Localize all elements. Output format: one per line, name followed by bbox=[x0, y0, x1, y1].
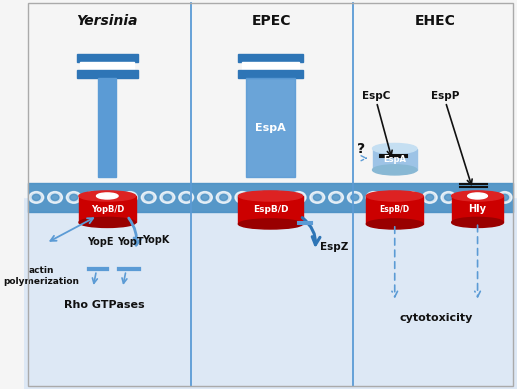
Circle shape bbox=[482, 194, 490, 201]
Circle shape bbox=[197, 191, 212, 203]
Circle shape bbox=[220, 194, 227, 201]
Text: EspA: EspA bbox=[255, 123, 286, 133]
Text: YopK: YopK bbox=[142, 235, 170, 245]
Circle shape bbox=[182, 194, 190, 201]
Circle shape bbox=[329, 191, 343, 203]
Circle shape bbox=[347, 191, 362, 203]
Text: EspA: EspA bbox=[383, 155, 406, 164]
Bar bbox=[24, 0, 517, 198]
Circle shape bbox=[479, 191, 493, 203]
Circle shape bbox=[351, 194, 359, 201]
Bar bbox=[246, 78, 295, 177]
Circle shape bbox=[126, 194, 134, 201]
Text: cytotoxicity: cytotoxicity bbox=[400, 313, 473, 323]
Text: YopT: YopT bbox=[117, 237, 143, 247]
Circle shape bbox=[407, 194, 415, 201]
Text: ?: ? bbox=[357, 142, 365, 156]
Bar bbox=[79, 196, 135, 223]
Circle shape bbox=[108, 194, 115, 201]
Circle shape bbox=[370, 194, 377, 201]
Circle shape bbox=[272, 191, 287, 203]
Circle shape bbox=[460, 191, 475, 203]
Circle shape bbox=[235, 191, 250, 203]
Circle shape bbox=[141, 191, 156, 203]
Circle shape bbox=[366, 191, 381, 203]
Circle shape bbox=[104, 191, 118, 203]
Circle shape bbox=[313, 194, 321, 201]
Ellipse shape bbox=[373, 144, 417, 154]
Circle shape bbox=[385, 191, 400, 203]
Ellipse shape bbox=[367, 191, 423, 201]
Bar bbox=[238, 196, 302, 224]
Circle shape bbox=[441, 191, 456, 203]
Bar bbox=[373, 149, 417, 170]
Text: EspZ: EspZ bbox=[320, 242, 348, 252]
Ellipse shape bbox=[238, 219, 302, 229]
Circle shape bbox=[291, 191, 306, 203]
Text: YopB/D: YopB/D bbox=[90, 205, 124, 214]
Ellipse shape bbox=[452, 191, 504, 201]
Ellipse shape bbox=[97, 193, 118, 199]
Circle shape bbox=[445, 194, 452, 201]
Circle shape bbox=[70, 194, 78, 201]
Bar bbox=[80, 62, 134, 70]
Circle shape bbox=[33, 194, 40, 201]
Circle shape bbox=[66, 191, 81, 203]
Bar bbox=[242, 62, 299, 70]
Text: Hly: Hly bbox=[468, 204, 486, 214]
Bar bbox=[452, 196, 504, 223]
Circle shape bbox=[201, 194, 209, 201]
Text: Rho GTPases: Rho GTPases bbox=[64, 300, 144, 310]
Circle shape bbox=[388, 194, 396, 201]
Text: actin
polymerization: actin polymerization bbox=[3, 266, 79, 286]
Text: EPEC: EPEC bbox=[252, 14, 292, 28]
Ellipse shape bbox=[79, 217, 135, 228]
Text: EspP: EspP bbox=[431, 91, 460, 101]
Ellipse shape bbox=[238, 191, 302, 201]
Bar bbox=[367, 196, 423, 224]
Circle shape bbox=[163, 194, 172, 201]
Text: EspB/D: EspB/D bbox=[379, 205, 410, 214]
Circle shape bbox=[276, 194, 284, 201]
Circle shape bbox=[123, 191, 138, 203]
Bar bbox=[28, 183, 513, 212]
Bar bbox=[238, 54, 302, 62]
Bar bbox=[98, 78, 116, 177]
Circle shape bbox=[88, 194, 97, 201]
Text: EspC: EspC bbox=[362, 91, 391, 101]
Circle shape bbox=[145, 194, 153, 201]
Circle shape bbox=[160, 191, 175, 203]
Circle shape bbox=[51, 194, 59, 201]
Circle shape bbox=[422, 191, 437, 203]
Bar bbox=[24, 198, 517, 389]
Circle shape bbox=[426, 194, 434, 201]
Circle shape bbox=[497, 191, 512, 203]
Ellipse shape bbox=[373, 165, 417, 175]
Circle shape bbox=[501, 194, 509, 201]
Text: EHEC: EHEC bbox=[415, 14, 455, 28]
Circle shape bbox=[295, 194, 302, 201]
Circle shape bbox=[48, 191, 63, 203]
Circle shape bbox=[463, 194, 471, 201]
Circle shape bbox=[257, 194, 265, 201]
Bar bbox=[77, 54, 138, 62]
Bar bbox=[77, 70, 138, 78]
Circle shape bbox=[29, 191, 44, 203]
Bar bbox=[238, 70, 302, 78]
Circle shape bbox=[238, 194, 246, 201]
Circle shape bbox=[254, 191, 268, 203]
Circle shape bbox=[85, 191, 100, 203]
Ellipse shape bbox=[79, 191, 135, 201]
Circle shape bbox=[310, 191, 325, 203]
Text: EspB/D: EspB/D bbox=[253, 205, 288, 214]
Ellipse shape bbox=[367, 219, 423, 229]
Circle shape bbox=[216, 191, 231, 203]
Text: YopE: YopE bbox=[87, 237, 114, 247]
Circle shape bbox=[179, 191, 193, 203]
Circle shape bbox=[332, 194, 340, 201]
Text: Yersinia: Yersinia bbox=[77, 14, 138, 28]
Ellipse shape bbox=[452, 217, 504, 228]
Ellipse shape bbox=[468, 193, 488, 199]
Circle shape bbox=[404, 191, 418, 203]
